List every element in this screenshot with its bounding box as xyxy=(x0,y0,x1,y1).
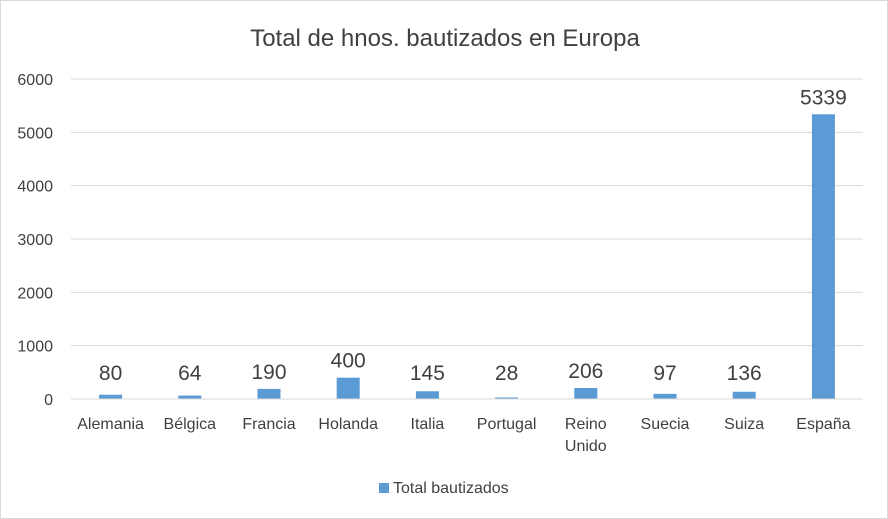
x-category-label: Suiza xyxy=(724,416,764,433)
legend: Total bautizados xyxy=(379,480,509,497)
bar xyxy=(415,391,439,399)
y-tick-label: 4000 xyxy=(17,179,53,196)
bar xyxy=(574,388,598,399)
legend-swatch xyxy=(379,483,389,493)
y-axis-tick-labels: 0 1000 2000 3000 4000 5000 6000 xyxy=(17,72,53,409)
bar xyxy=(495,397,519,399)
x-category-label: Italia xyxy=(411,416,445,433)
bar xyxy=(178,395,202,399)
data-label: 145 xyxy=(410,362,445,385)
x-category-label: Portugal xyxy=(477,416,537,433)
chart-title: Total de hnos. bautizados en Europa xyxy=(250,25,640,52)
bar xyxy=(732,391,756,399)
y-tick-label: 5000 xyxy=(17,125,53,142)
data-label: 5339 xyxy=(800,86,847,109)
data-label: 206 xyxy=(568,360,603,383)
x-category-label: Suecia xyxy=(641,416,690,433)
data-label: 97 xyxy=(653,362,676,385)
bar xyxy=(99,394,123,399)
data-label: 64 xyxy=(178,362,202,385)
x-category-label: Holanda xyxy=(318,416,378,433)
x-category-label: Francia xyxy=(242,416,295,433)
x-axis-category-labels: Alemania Bélgica Francia Holanda Italia Portu… xyxy=(77,416,850,455)
bar xyxy=(257,388,281,399)
x-category-label-line: Unido xyxy=(565,438,607,455)
y-tick-label: 0 xyxy=(44,392,53,409)
data-label: 136 xyxy=(727,362,762,385)
x-category-label: España xyxy=(796,416,850,433)
gridlines xyxy=(71,78,863,347)
bar xyxy=(811,114,835,400)
y-tick-label: 1000 xyxy=(17,339,53,356)
data-label: 80 xyxy=(99,362,122,385)
data-labels: 80 64 190 400 145 28 206 97 136 5339 xyxy=(99,86,847,385)
y-tick-label: 2000 xyxy=(17,285,53,302)
data-label: 28 xyxy=(495,362,518,385)
y-tick-label: 6000 xyxy=(17,72,53,89)
x-category-label-line: Reino xyxy=(565,416,607,433)
x-category-label: Bélgica xyxy=(164,416,217,433)
data-label: 400 xyxy=(331,350,366,373)
x-category-label: Alemania xyxy=(77,416,144,433)
legend-label: Total bautizados xyxy=(393,480,509,497)
bar xyxy=(336,377,360,399)
y-tick-label: 3000 xyxy=(17,232,53,249)
data-label: 190 xyxy=(251,361,286,384)
x-category-label: Reino Unido xyxy=(565,416,607,455)
bars xyxy=(99,114,835,400)
bar xyxy=(653,393,677,399)
